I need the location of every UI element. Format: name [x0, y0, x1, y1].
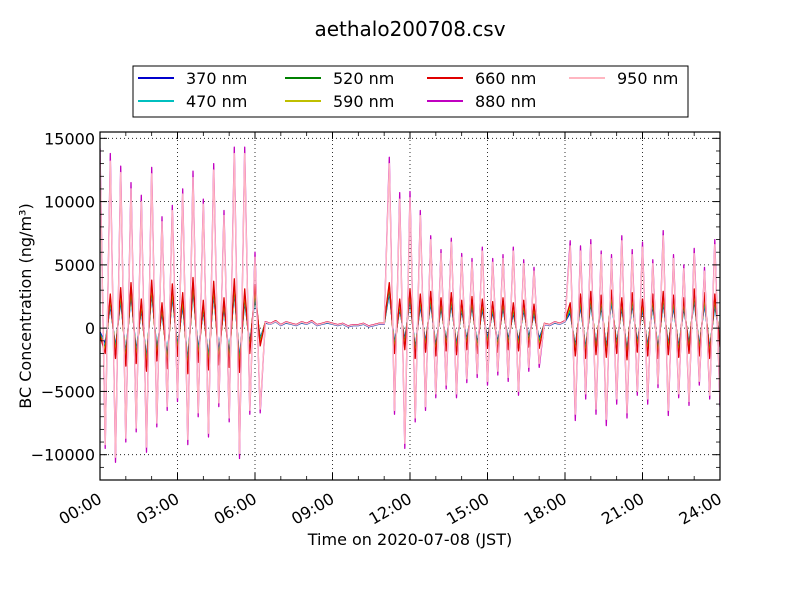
y-axis: −10000 −5000 0 5000 10000 15000 [31, 129, 720, 468]
series-layer [100, 146, 720, 463]
chart-title: aethalo200708.csv [314, 17, 505, 41]
legend: 370 nm 470 nm 520 nm 590 nm 660 nm 880 nm 950 … [132, 65, 689, 118]
legend-label: 880 nm [475, 92, 536, 111]
series-line-880-nm [100, 146, 720, 463]
y-tick-label: −5000 [41, 382, 95, 401]
legend-box [132, 65, 689, 118]
y-tick-label: 15000 [44, 129, 95, 148]
series-line-950-nm [100, 152, 720, 458]
legend-label: 470 nm [186, 92, 247, 111]
series-line-660-nm [100, 276, 720, 375]
y-tick-label: 10000 [44, 193, 95, 212]
y-axis-label: BC Concentration (ng/m³) [16, 203, 35, 408]
x-axis-label: Time on 2020-07-08 (JST) [307, 530, 512, 549]
y-tick-label: −10000 [31, 446, 95, 465]
legend-label: 950 nm [617, 69, 678, 88]
y-tick-label: 0 [85, 319, 95, 338]
legend-label: 520 nm [333, 69, 394, 88]
legend-label: 370 nm [186, 69, 247, 88]
y-tick-label: 5000 [54, 256, 95, 275]
legend-label: 660 nm [475, 69, 536, 88]
legend-label: 590 nm [333, 92, 394, 111]
